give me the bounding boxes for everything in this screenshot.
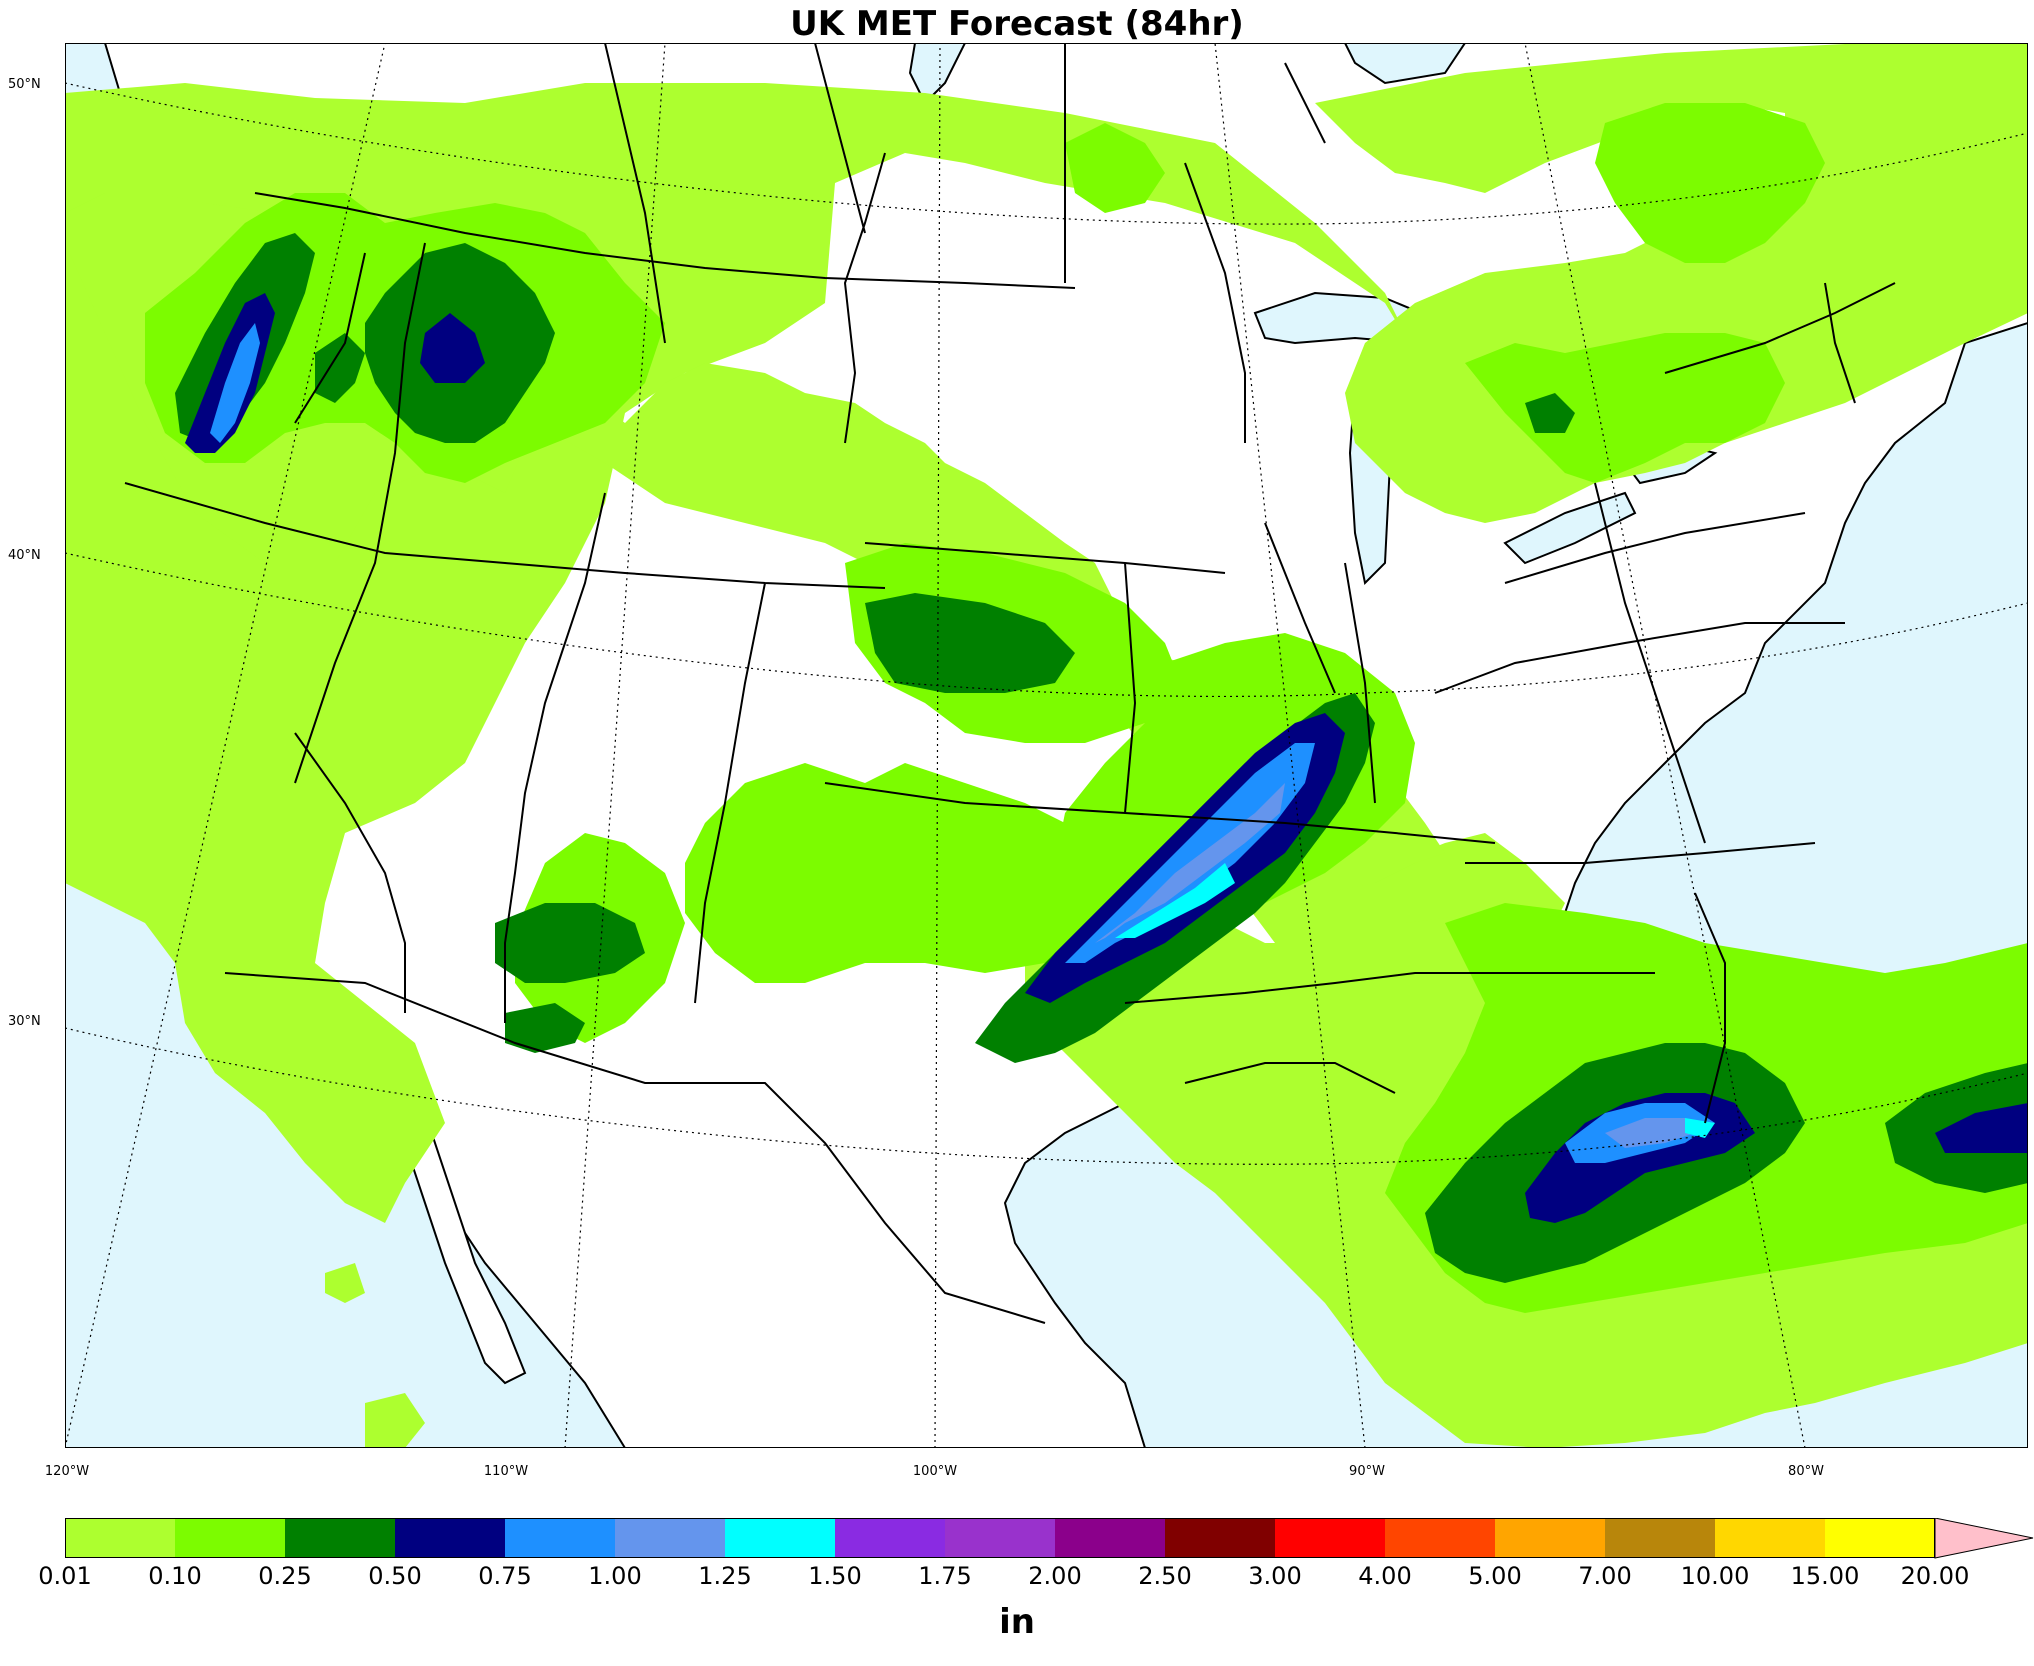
colorbar-swatch-2.00 [1055,1518,1165,1558]
colorbar-swatch-0.10 [175,1518,285,1558]
colorbar-tick-label: 0.50 [368,1562,422,1590]
colorbar-tick-label: 2.00 [1028,1562,1082,1590]
colorbar-swatch-2.50 [1165,1518,1275,1558]
colorbar-swatch-1.75 [945,1518,1055,1558]
colorbar-tick-label: 1.75 [918,1562,972,1590]
colorbar-swatch-0.75 [505,1518,615,1558]
colorbar-tick-label: 1.25 [698,1562,752,1590]
lake-winnipeg [908,43,967,105]
lon-label-120: 120°W [44,1464,90,1479]
lon-label-100: 100°W [912,1464,958,1479]
lon-label-110: 110°W [483,1464,529,1479]
colorbar-frame [65,1518,1935,1558]
graticule [65,43,2028,1448]
lon-label-90: 90°W [1349,1464,1385,1479]
colorbar-tick-label: 4.00 [1358,1562,1412,1590]
colorbar-extend-arrow [1934,1518,2034,1559]
colorbar-swatch-0.01 [65,1518,175,1558]
colorbar-tick-label: 7.00 [1578,1562,1632,1590]
colorbar-units: in [999,1602,1035,1642]
colorbar-swatch-5.00 [1495,1518,1605,1558]
map-frame [65,43,2028,1448]
colorbar-tick-label: 1.50 [808,1562,862,1590]
colorbar-tick-label: 0.01 [38,1562,92,1590]
colorbar-tick-label: 0.25 [258,1562,312,1590]
lon-label-80: 80°W [1788,1464,1824,1479]
colorbar-swatch-10.00 [1715,1518,1825,1558]
colorbar-swatch-0.50 [395,1518,505,1558]
colorbar-swatch-4.00 [1385,1518,1495,1558]
colorbar-tick-label: 10.00 [1680,1562,1750,1590]
colorbar-swatch-1.25 [725,1518,835,1558]
precip-1.00 [1095,783,1695,1148]
colorbar-tick-label: 3.00 [1248,1562,1302,1590]
colorbar-tick-label: 2.50 [1138,1562,1192,1590]
colorbar-tick-label: 5.00 [1468,1562,1522,1590]
colorbar-tick-label: 1.00 [588,1562,642,1590]
lat-label-40: 40°N [8,548,41,563]
colorbar-swatch-1.50 [835,1518,945,1558]
colorbar-swatch-1.00 [615,1518,725,1558]
precip-1.25 [1115,863,1715,1138]
colorbar-swatch-7.00 [1605,1518,1715,1558]
colorbar-tick-label: 0.75 [478,1562,532,1590]
colorbar-tick-label: 0.10 [148,1562,202,1590]
colorbar-swatch-15.00 [1825,1518,1935,1558]
boundaries [124,43,1896,1324]
lat-label-50: 50°N [8,77,41,92]
colorbar-swatch-0.25 [285,1518,395,1558]
precipitation-map [65,43,2028,1448]
hudson-bay [1343,43,1467,85]
colorbar [65,1518,2034,1559]
lat-label-30: 30°N [8,1014,41,1029]
colorbar-tick-label: 20.00 [1900,1562,1970,1590]
colorbar-swatch-3.00 [1275,1518,1385,1558]
map-title: UK MET Forecast (84hr) [790,4,1244,44]
colorbar-tick-label: 15.00 [1790,1562,1860,1590]
